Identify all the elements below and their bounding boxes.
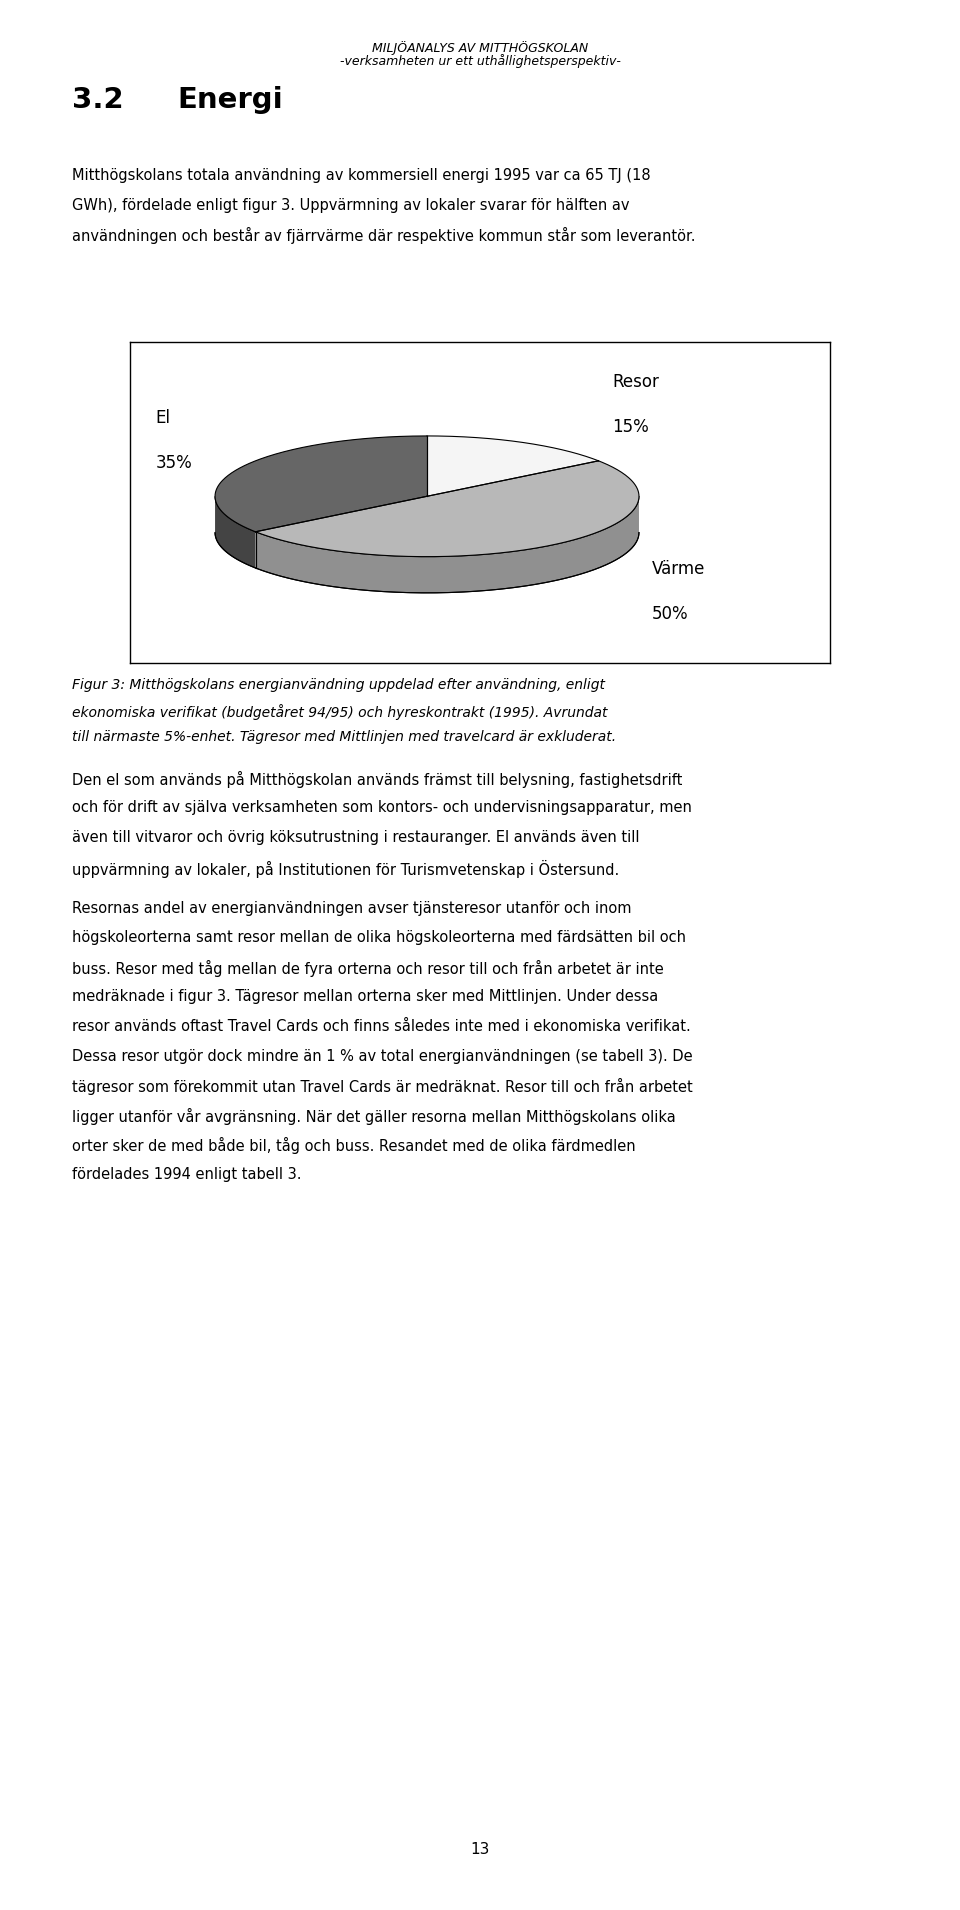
Polygon shape bbox=[215, 497, 255, 567]
Text: orter sker de med både bil, tåg och buss. Resandet med de olika färdmedlen: orter sker de med både bil, tåg och buss… bbox=[72, 1136, 636, 1154]
Text: även till vitvaror och övrig köksutrustning i restauranger. El används även till: även till vitvaror och övrig köksutrustn… bbox=[72, 829, 639, 844]
Text: El: El bbox=[156, 409, 171, 426]
Text: uppvärmning av lokaler, på Institutionen för Turismvetenskap i Östersund.: uppvärmning av lokaler, på Institutionen… bbox=[72, 860, 619, 877]
Polygon shape bbox=[427, 435, 598, 497]
Text: -verksamheten ur ett uthållighetsperspektiv-: -verksamheten ur ett uthållighetsperspek… bbox=[340, 53, 620, 69]
Text: Den el som används på Mitthögskolan används främst till belysning, fastighetsdri: Den el som används på Mitthögskolan anvä… bbox=[72, 770, 683, 787]
Text: högskoleorterna samt resor mellan de olika högskoleorterna med färdsätten bil oc: högskoleorterna samt resor mellan de oli… bbox=[72, 930, 686, 945]
Text: och för drift av själva verksamheten som kontors- och undervisningsapparatur, me: och för drift av själva verksamheten som… bbox=[72, 800, 692, 816]
Text: 13: 13 bbox=[470, 1841, 490, 1857]
Text: fördelades 1994 enligt tabell 3.: fördelades 1994 enligt tabell 3. bbox=[72, 1167, 301, 1182]
Text: ekonomiska verifikat (budgetåret 94/95) och hyreskontrakt (1995). Avrundat: ekonomiska verifikat (budgetåret 94/95) … bbox=[72, 703, 608, 720]
Text: till närmaste 5%-enhet. Tägresor med Mittlinjen med travelcard är exkluderat.: till närmaste 5%-enhet. Tägresor med Mit… bbox=[72, 730, 616, 743]
Text: buss. Resor med tåg mellan de fyra orterna och resor till och från arbetet är in: buss. Resor med tåg mellan de fyra orter… bbox=[72, 959, 663, 976]
Text: Mitthögskolans totala användning av kommersiell energi 1995 var ca 65 TJ (18: Mitthögskolans totala användning av komm… bbox=[72, 168, 651, 183]
Polygon shape bbox=[215, 435, 427, 531]
Text: Resornas andel av energianvändningen avser tjänsteresor utanför och inom: Resornas andel av energianvändningen avs… bbox=[72, 900, 632, 915]
Text: 35%: 35% bbox=[156, 455, 192, 472]
Text: 50%: 50% bbox=[652, 605, 689, 623]
Text: MILJÖANALYS AV MITTHÖGSKOLAN: MILJÖANALYS AV MITTHÖGSKOLAN bbox=[372, 40, 588, 55]
Text: tägresor som förekommit utan Travel Cards är medräknat. Resor till och från arbe: tägresor som förekommit utan Travel Card… bbox=[72, 1077, 693, 1094]
Text: Resor: Resor bbox=[612, 372, 660, 392]
Text: Dessa resor utgör dock mindre än 1 % av total energianvändningen (se tabell 3). : Dessa resor utgör dock mindre än 1 % av … bbox=[72, 1049, 692, 1064]
Text: 3.2: 3.2 bbox=[72, 86, 124, 115]
Text: 15%: 15% bbox=[612, 418, 649, 435]
Text: användningen och består av fjärrvärme där respektive kommun står som leverantör.: användningen och består av fjärrvärme dä… bbox=[72, 227, 695, 244]
Polygon shape bbox=[255, 497, 639, 592]
Text: GWh), fördelade enligt figur 3. Uppvärmning av lokaler svarar för hälften av: GWh), fördelade enligt figur 3. Uppvärmn… bbox=[72, 197, 630, 212]
Text: ligger utanför vår avgränsning. När det gäller resorna mellan Mitthögskolans oli: ligger utanför vår avgränsning. När det … bbox=[72, 1108, 676, 1125]
Text: medräknade i figur 3. Tägresor mellan orterna sker med Mittlinjen. Under dessa: medräknade i figur 3. Tägresor mellan or… bbox=[72, 989, 659, 1005]
Text: Energi: Energi bbox=[178, 86, 283, 115]
Polygon shape bbox=[255, 460, 639, 556]
Text: Värme: Värme bbox=[652, 560, 706, 577]
Text: resor används oftast Travel Cards och finns således inte med i ekonomiska verifi: resor används oftast Travel Cards och fi… bbox=[72, 1018, 691, 1033]
Text: Figur 3: Mitthögskolans energianvändning uppdelad efter användning, enligt: Figur 3: Mitthögskolans energianvändning… bbox=[72, 678, 605, 691]
